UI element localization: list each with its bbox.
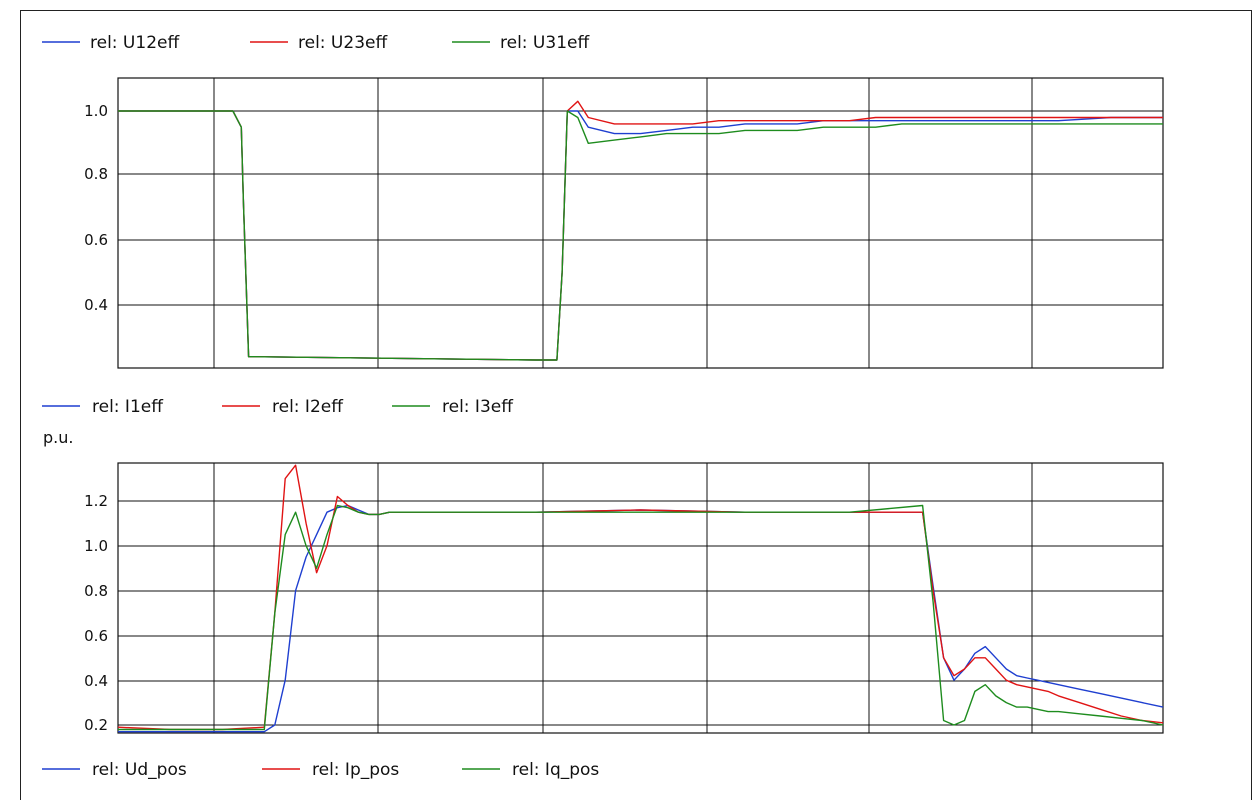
legend-iq: rel: Iq_pos: [512, 760, 599, 780]
legend-middle: rel: I1eff rel: I2eff rel: I3eff: [42, 397, 514, 417]
chart-frame: [20, 10, 1252, 800]
y-tick-label: 0.2: [84, 716, 108, 734]
y-tick-label: 1.2: [84, 492, 108, 510]
legend-top: rel: U12eff rel: U23eff rel: U31eff: [42, 33, 590, 53]
y-tick-label: 1.0: [84, 537, 108, 555]
series-line-2: [117, 464, 1164, 731]
legend-i2: rel: I2eff: [272, 397, 344, 417]
y-tick-label: 0.8: [84, 165, 108, 183]
plot-current: 1.2 1.0 0.8 0.6 0.4 0.2: [84, 462, 1164, 734]
y-tick-label: 0.6: [84, 627, 108, 645]
legend-ip: rel: Ip_pos: [312, 760, 399, 780]
y-tick-label: 0.8: [84, 582, 108, 600]
series-line-2: [118, 100, 1163, 361]
y-tick-label: 0.6: [84, 231, 108, 249]
legend-u12: rel: U12eff: [90, 33, 180, 53]
y-tick-label: 0.4: [84, 296, 108, 314]
legend-i1: rel: I1eff: [92, 397, 164, 417]
legend-i3: rel: I3eff: [442, 397, 514, 417]
y-tick-label: 1.0: [84, 102, 108, 120]
series-line-1: [118, 110, 1163, 361]
legend-ud: rel: Ud_pos: [92, 760, 187, 780]
y-tick-label: 0.4: [84, 672, 108, 690]
y-unit-label: p.u.: [43, 428, 73, 447]
plot-voltage: 1.0 0.8 0.6 0.4: [84, 77, 1164, 369]
legend-bottom: rel: Ud_pos rel: Ip_pos rel: Iq_pos: [42, 760, 599, 780]
plot-frame: [117, 462, 1164, 734]
series-line-3: [118, 504, 1164, 731]
plot-frame: [117, 77, 1164, 369]
series-line-3: [118, 110, 1163, 361]
legend-u23: rel: U23eff: [298, 33, 388, 53]
legend-u31: rel: U31eff: [500, 33, 590, 53]
